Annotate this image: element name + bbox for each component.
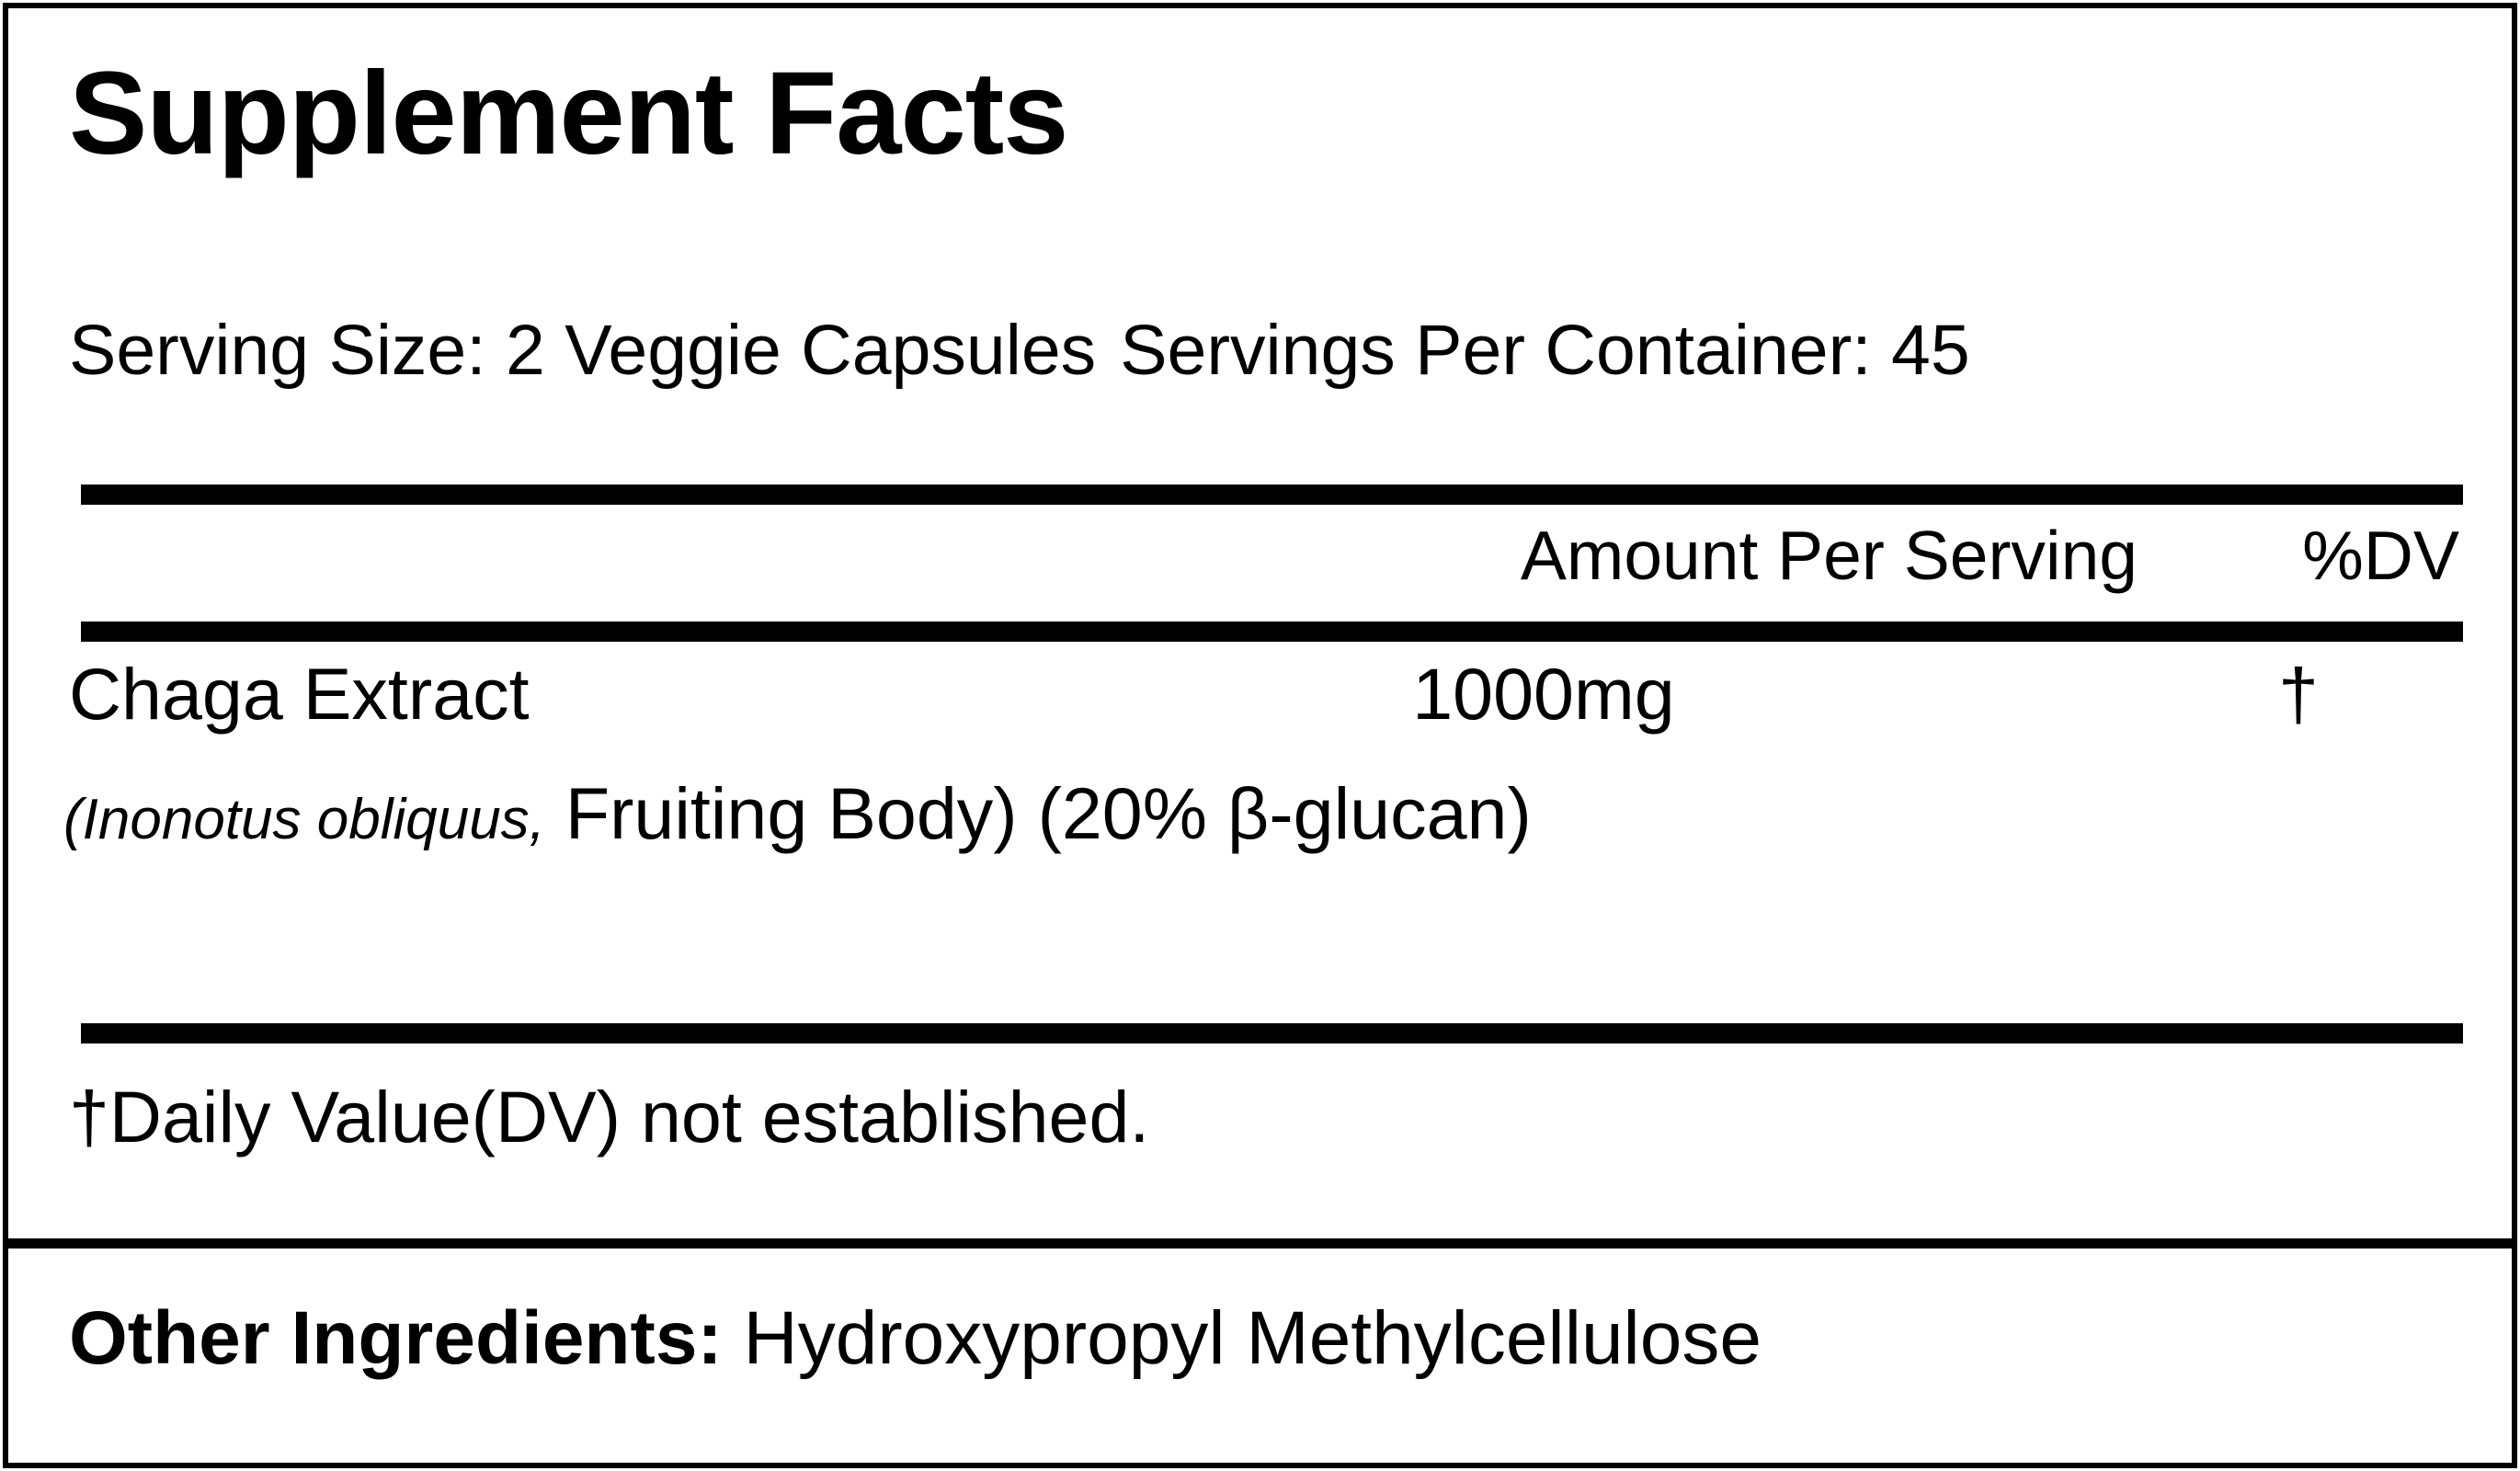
daily-value-footnote: †Daily Value(DV) not established. — [69, 1076, 1150, 1157]
rule-under-serving-info — [81, 485, 2463, 505]
column-header-row: Amount Per Serving %DV — [69, 516, 2459, 612]
other-ingredients-row: Other Ingredients: Hydroxypropyl Methylc… — [69, 1295, 2478, 1382]
serving-size-text: Serving Size: 2 Veggie Capsules — [69, 311, 1097, 390]
nutrient-row-chaga-extract: Chaga Extract 1000mg † — [69, 652, 2459, 817]
column-header-amount-per-serving: Amount Per Serving — [1520, 517, 2138, 594]
rule-under-column-headers — [81, 621, 2463, 642]
servings-per-container-text: Servings Per Container: 45 — [1120, 311, 1970, 390]
nutrient-latin-name: (Inonotus obliquus, — [63, 788, 545, 851]
page-title: Supplement Facts — [69, 48, 1068, 179]
nutrient-name: Chaga Extract — [69, 653, 530, 735]
divider-above-other-ingredients — [8, 1238, 2512, 1249]
nutrient-amount: 1000mg — [1412, 653, 1675, 735]
column-header-daily-value: %DV — [2302, 517, 2459, 594]
other-ingredients-label: Other Ingredients: — [69, 1296, 723, 1380]
nutrient-detail-rest: Fruiting Body) (20% β-glucan) — [544, 772, 1532, 854]
serving-info-line: Serving Size: 2 Veggie Capsules Servings … — [69, 312, 2459, 390]
supplement-facts-panel: Supplement Facts Serving Size: 2 Veggie … — [3, 3, 2517, 1468]
rule-under-nutrient-block — [81, 1023, 2463, 1043]
nutrient-daily-value: † — [2278, 653, 2319, 735]
nutrient-detail-line: (Inonotus obliquus, Fruiting Body) (20% … — [63, 771, 2454, 856]
other-ingredients-value: Hydroxypropyl Methylcellulose — [743, 1296, 1762, 1380]
